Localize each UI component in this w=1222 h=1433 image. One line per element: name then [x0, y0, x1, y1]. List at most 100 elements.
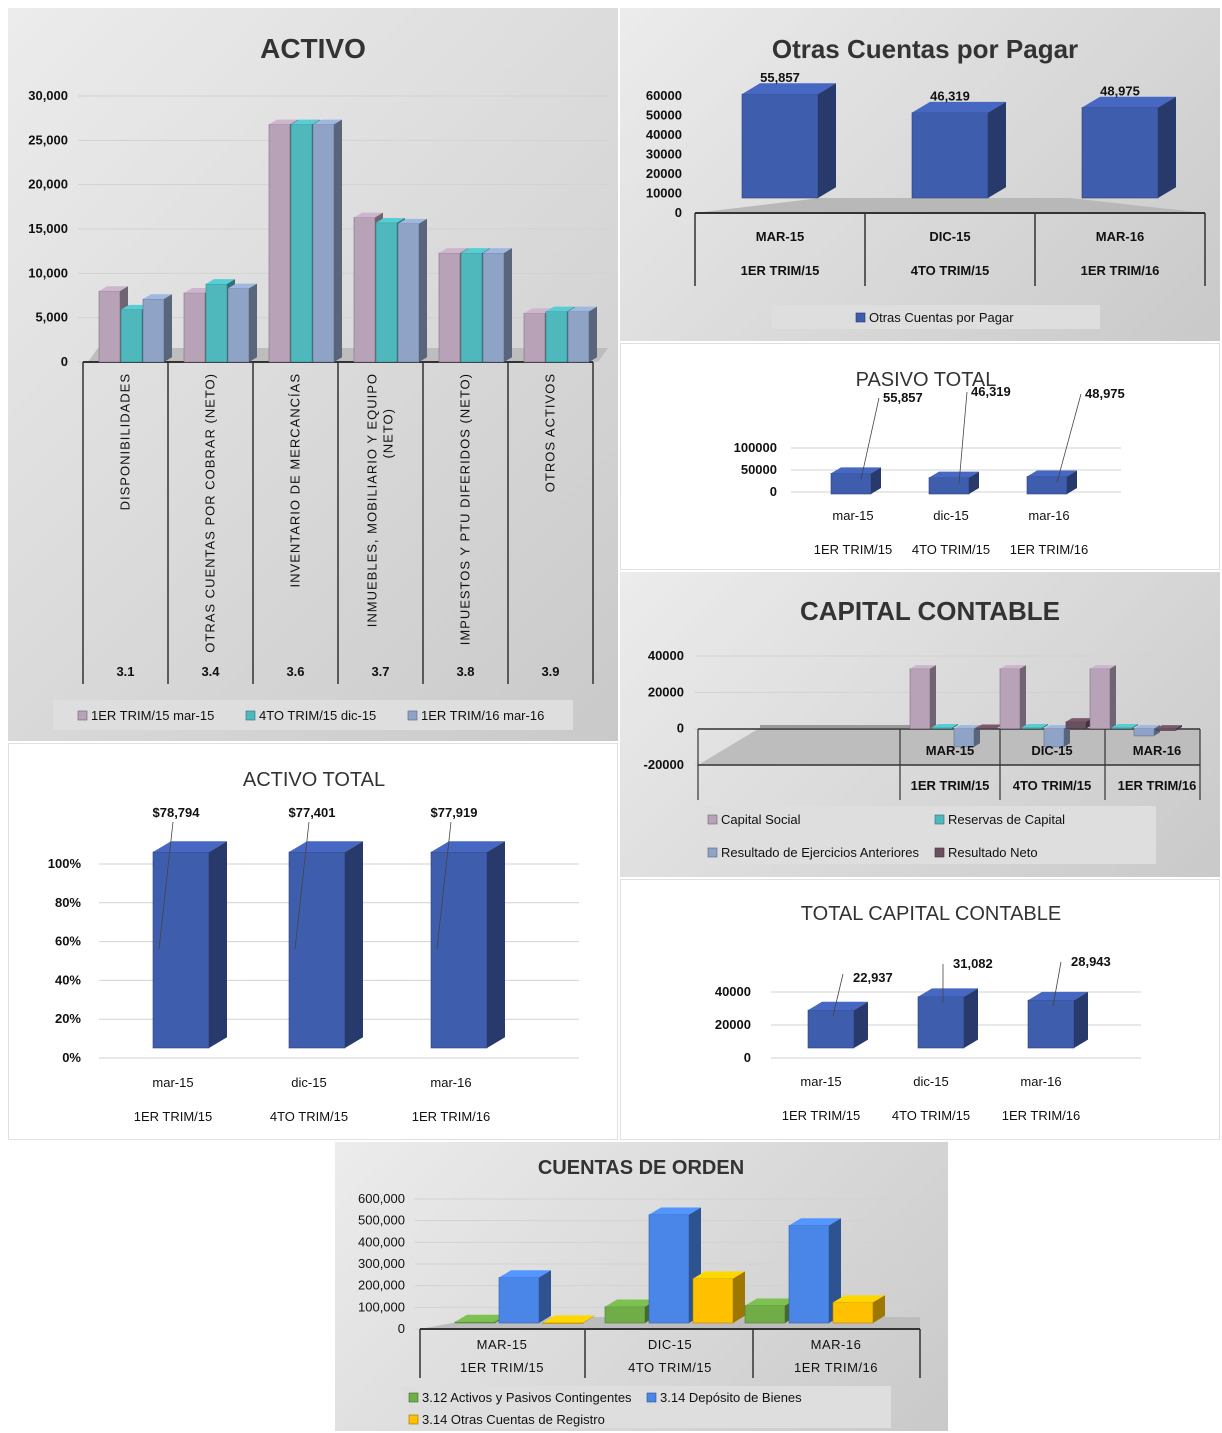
capital-bar [1089, 665, 1116, 729]
capital-legend-item-swatch [934, 847, 945, 858]
pasivo-group-label: 1ER TRIM/16 [1010, 542, 1089, 557]
capital-chart: CAPITAL CONTABLE 40000 20000 0 -20000 MAR-15… [644, 596, 1201, 864]
orden-chart-panel: CUENTAS DE ORDEN 600,000 500,000 400,000 30… [335, 1142, 948, 1431]
otras-chart-panel: Otras Cuentas por Pagar 60000 50000 40000 3… [620, 8, 1220, 341]
orden-group-label: 1ER TRIM/15 [460, 1360, 544, 1375]
total-capital-y-tick: 20000 [715, 1017, 751, 1032]
activo-chart: ACTIVO 30,000 25,000 20,000 15,000 10,000 5,0… [28, 33, 608, 730]
pasivo-group-label: 1ER TRIM/15 [814, 542, 893, 557]
activo-total-bar [288, 841, 363, 1049]
activo-bar [482, 248, 512, 363]
total-capital-group-label: 1ER TRIM/16 [1002, 1108, 1081, 1123]
activo-legend-item-swatch [407, 710, 418, 721]
orden-y-tick: 0 [398, 1321, 405, 1336]
pasivo-category-label: dic-15 [933, 508, 968, 523]
capital-bar [1065, 718, 1092, 729]
otras-legend-item-swatch [855, 312, 866, 323]
orden-category-label: MAR-15 [477, 1337, 528, 1352]
activo-bar [567, 306, 597, 363]
activo-y-tick: 25,000 [28, 132, 68, 147]
activo-category-label: OTROS ACTIVOS [543, 373, 558, 492]
pasivo-y-tick: 50000 [741, 462, 777, 477]
capital-bar [1155, 725, 1182, 731]
activo-category-label-2: (NETO) [381, 408, 396, 459]
orden-group-label: 4TO TRIM/15 [628, 1360, 712, 1375]
otras-data-label: 55,857 [760, 70, 800, 85]
activo-category-code: 3.1 [116, 664, 134, 679]
capital-bar [1021, 723, 1048, 729]
total-capital-leader-line [1052, 961, 1062, 1007]
total-capital-title: TOTAL CAPITAL CONTABLE [801, 903, 1061, 925]
otras-floor [695, 198, 1205, 213]
total-capital-category-label: mar-16 [1020, 1074, 1061, 1089]
total-capital-data-label: 22,937 [853, 970, 893, 985]
activo-legend-item-label: 1ER TRIM/15 mar-15 [91, 708, 214, 723]
activo-category-code: 3.6 [286, 664, 304, 679]
activo-bar [142, 294, 172, 363]
orden-bar [542, 1315, 595, 1324]
orden-bar [648, 1207, 701, 1324]
otras-group-label: 1ER TRIM/15 [741, 263, 820, 278]
capital-legend-item-label: Reservas de Capital [948, 812, 1065, 827]
otras-category-label: MAR-16 [1096, 229, 1144, 244]
activo-total-y-tick: 0% [62, 1050, 81, 1065]
pasivo-bar [928, 471, 979, 495]
total-capital-data-label: 28,943 [1071, 954, 1111, 969]
orden-legend-item-label: 3.12 Activos y Pasivos Contingentes [422, 1390, 632, 1405]
activo-total-group-label: 1ER TRIM/16 [412, 1109, 491, 1124]
otras-y-tick: 60000 [646, 88, 682, 103]
orden-bar [788, 1218, 841, 1324]
orden-y-tick: 300,000 [358, 1256, 405, 1271]
capital-bar [999, 665, 1026, 729]
total-capital-chart-panel: TOTAL CAPITAL CONTABLE 40000 20000 0 22,937… [620, 879, 1220, 1140]
activo-total-title: ACTIVO TOTAL [243, 769, 385, 791]
activo-category-label: DISPONIBILIDADES [118, 373, 133, 510]
activo-category-label: INVENTARIO DE MERCANCÍAS [288, 373, 303, 587]
activo-category-label: INMUEBLES, MOBILIARIO Y EQUIPO [365, 373, 380, 627]
otras-y-tick: 50000 [646, 108, 682, 123]
activo-total-data-label: $78,794 [153, 805, 201, 820]
total-capital-category-label: dic-15 [913, 1074, 948, 1089]
activo-y-tick: 15,000 [28, 221, 68, 236]
activo-total-y-tick: 80% [55, 895, 81, 910]
otras-bar [1081, 96, 1176, 199]
total-capital-category-label: mar-15 [800, 1074, 841, 1089]
activo-y-tick: 5,000 [35, 310, 68, 325]
activo-legend-item-swatch [245, 710, 256, 721]
orden-legend-item-swatch [408, 1392, 419, 1403]
activo-bar [397, 218, 427, 363]
capital-category-label: MAR-15 [926, 743, 974, 758]
activo-legend-box [53, 700, 573, 730]
pasivo-group-label: 4TO TRIM/15 [912, 542, 990, 557]
total-capital-bar [807, 1001, 868, 1049]
capital-bar [953, 725, 980, 748]
activo-category-code: 3.7 [371, 664, 389, 679]
pasivo-category-label: mar-16 [1028, 508, 1069, 523]
activo-bar [312, 119, 342, 363]
orden-category-label: MAR-16 [811, 1337, 862, 1352]
otras-y-tick: 40000 [646, 127, 682, 142]
total-capital-y-tick: 0 [744, 1050, 751, 1065]
activo-category-code: 3.4 [201, 664, 220, 679]
otras-y-tick: 10000 [646, 186, 682, 201]
otras-legend-box [772, 305, 1100, 329]
total-capital-chart: TOTAL CAPITAL CONTABLE 40000 20000 0 22,937… [715, 903, 1141, 1123]
otras-bar [741, 83, 836, 199]
orden-legend-item-swatch [408, 1414, 419, 1425]
orden-legend-item-swatch [646, 1392, 657, 1403]
orden-y-tick: 200,000 [358, 1278, 405, 1293]
total-capital-bar [917, 988, 978, 1049]
capital-y-tick: 20000 [648, 684, 684, 699]
orden-y-tick: 100,000 [358, 1299, 405, 1314]
capital-group-label: 1ER TRIM/16 [1118, 778, 1197, 793]
activo-category-label: IMPUESTOS Y PTU DIFERIDOS (NETO) [458, 373, 473, 645]
otras-group-label: 4TO TRIM/15 [911, 263, 990, 278]
orden-legend-item-label: 3.14 Depósito de Bienes [660, 1390, 802, 1405]
activo-total-chart-panel: ACTIVO TOTAL 100% 80% 60% 40% 20% 0% $78,794 ma… [8, 743, 618, 1140]
otras-y-tick: 0 [675, 205, 682, 220]
activo-category-code: 3.9 [541, 664, 559, 679]
capital-group-label: 4TO TRIM/15 [1013, 778, 1092, 793]
otras-title: Otras Cuentas por Pagar [772, 34, 1078, 64]
pasivo-data-label: 48,975 [1085, 386, 1125, 401]
activo-total-bar [152, 841, 227, 1049]
